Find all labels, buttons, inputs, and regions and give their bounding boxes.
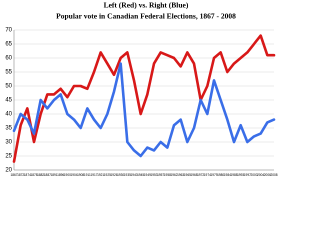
y-tick-label: 45 — [5, 98, 12, 104]
chart-subtitle: Popular vote in Canadian Federal Electio… — [56, 12, 236, 21]
x-tick-label: 1882 — [37, 173, 44, 177]
x-tick-label: 1926 — [110, 173, 117, 177]
x-tick-label: 1872 — [17, 173, 24, 177]
y-tick-label: 40 — [5, 112, 12, 118]
x-tick-label: 1962 — [170, 173, 177, 177]
x-tick-label: 1974 — [204, 173, 211, 177]
y-tick-label: 65 — [5, 42, 12, 48]
x-tick-label: 1935 — [124, 173, 131, 177]
chart-title: Left (Red) vs. Right (Blue) — [104, 1, 189, 10]
x-tick-label: 1911 — [84, 173, 91, 177]
x-tick-label: 2004 — [257, 173, 264, 177]
x-tick-label: 1988 — [230, 173, 237, 177]
y-tick-label: 55 — [5, 70, 12, 76]
line-series — [12, 62, 276, 158]
y-tick-label: 30 — [5, 140, 12, 146]
y-tick-label: 25 — [5, 154, 12, 160]
x-tick-label: 2000 — [250, 173, 257, 177]
x-tick-label: 1925 — [104, 173, 111, 177]
x-tick-label: 1874 — [24, 173, 31, 177]
x-tick-label: 1957 — [157, 173, 164, 177]
x-tick-label: 1963 — [177, 173, 184, 177]
x-tick-label: 2006 — [264, 173, 271, 177]
x-tick-label: 1867 — [10, 173, 17, 177]
x-tick-label: 1972 — [197, 173, 204, 177]
x-tick-label: 1904 — [70, 173, 77, 177]
x-tick-label: 1949 — [144, 173, 151, 177]
x-tick-label: 1900 — [64, 173, 71, 177]
x-tick-label: 1965 — [184, 173, 191, 177]
chart: Left (Red) vs. Right (Blue) Popular vote… — [5, 1, 277, 177]
x-tick-label: 1997 — [244, 173, 251, 177]
y-tick-label: 70 — [5, 28, 12, 34]
x-tick-label: 1921 — [97, 173, 104, 177]
x-tick-label: 1993 — [237, 173, 244, 177]
y-tick-label: 50 — [5, 84, 12, 90]
x-tick-label: 1896 — [57, 173, 64, 177]
x-tick-label: 1953 — [150, 173, 157, 177]
x-tick-label: 1940 — [130, 173, 137, 177]
x-tick-label: 2008 — [270, 173, 277, 177]
x-tick-label: 1891 — [50, 173, 57, 177]
x-tick-label: 1984 — [224, 173, 231, 177]
line-series — [12, 34, 276, 163]
x-tick-label: 1917 — [90, 173, 97, 177]
x-tick-label: 1980 — [217, 173, 224, 177]
y-tick-label: 35 — [5, 126, 12, 132]
y-tick-label: 20 — [5, 168, 12, 174]
x-tick-label: 1930 — [117, 173, 124, 177]
y-tick-label: 60 — [5, 56, 12, 62]
x-tick-label: 1887 — [44, 173, 51, 177]
x-tick-label: 1979 — [210, 173, 217, 177]
x-tick-label: 1908 — [77, 173, 84, 177]
x-tick-label: 1945 — [137, 173, 144, 177]
x-tick-label: 1958 — [164, 173, 171, 177]
x-tick-label: 1968 — [190, 173, 197, 177]
x-tick-label: 1878 — [30, 173, 37, 177]
